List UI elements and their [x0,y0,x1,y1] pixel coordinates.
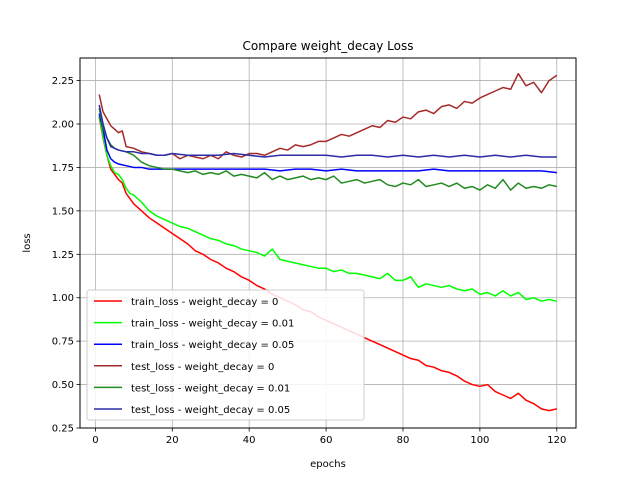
legend-box [86,289,365,421]
x-tick-label: 100 [470,435,489,446]
y-tick-label: 0.25 [52,424,74,435]
y-axis-label: loss [22,233,33,252]
series-line-5 [98,108,557,191]
x-tick-label: 120 [547,435,566,446]
legend: train_loss - weight_decay = 0 train_loss … [86,289,365,421]
x-tick-label: 0 [92,435,98,446]
chart-title: Compare weight_decay Loss [243,39,414,53]
y-tick-label: 1.75 [52,163,74,174]
y-tick-label: 1.25 [52,250,74,261]
y-tick-label: 1.50 [52,206,74,217]
series-line-6 [98,104,557,158]
series-lines [98,72,558,412]
x-tick-label: 80 [397,435,410,446]
y-tick-label: 0.50 [52,380,74,391]
x-tick-label: 40 [243,435,256,446]
legend-entry: train_loss - weight_decay = 0 [131,297,278,308]
legend-entry: train_loss - weight_decay = 0.05 [131,340,294,351]
legend-entry: test_loss - weight_decay = 0.05 [131,405,290,416]
x-axis-ticks: 0 20 40 60 80 100 120 [92,428,566,446]
series-line-3 [98,113,557,174]
plot-frame [79,57,577,429]
legend-entry: test_loss - weight_decay = 0.01 [131,383,290,394]
x-axis-label: epochs [310,459,346,470]
legend-entry: train_loss - weight_decay = 0.01 [131,319,294,330]
x-tick-label: 20 [166,435,179,446]
y-tick-label: 2.25 [52,76,74,87]
y-tick-label: 1.00 [52,293,74,304]
y-tick-label: 0.75 [52,337,74,348]
y-tick-label: 2.00 [52,120,74,131]
series-line-2 [98,115,557,302]
x-tick-label: 60 [320,435,333,446]
legend-entry: test_loss - weight_decay = 0 [131,362,274,373]
y-axis-ticks: 0.25 0.50 0.75 1.00 1.25 1.50 1.75 2.00 2.25 [52,76,80,435]
